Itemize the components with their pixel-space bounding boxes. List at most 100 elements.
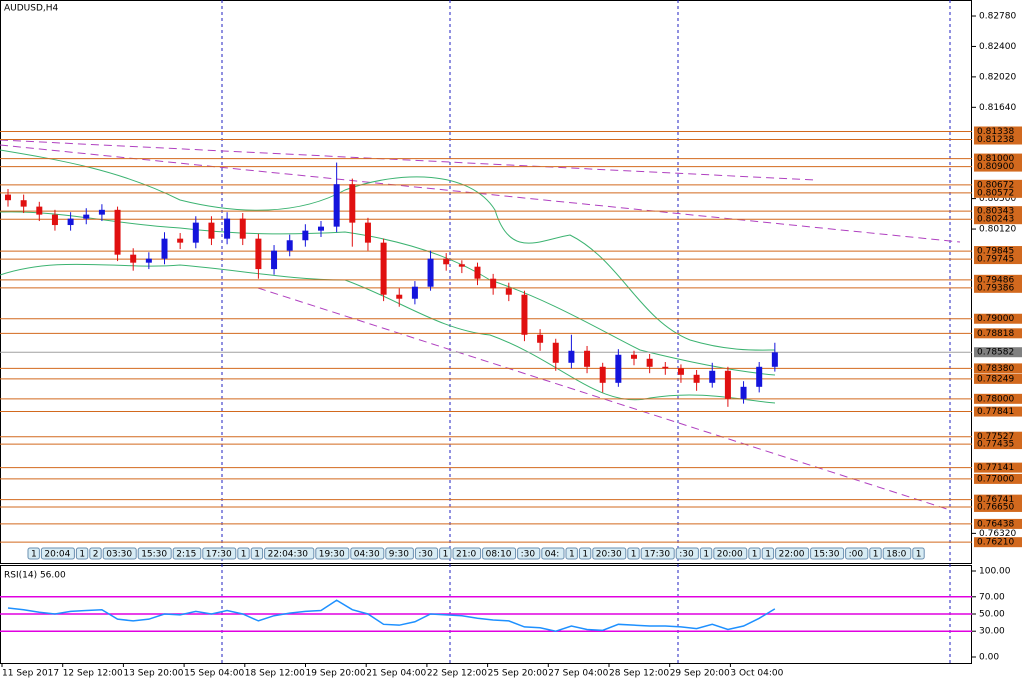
- event-flag: [385, 547, 414, 560]
- event-flag: [578, 547, 592, 560]
- event-flag-label: :30: [418, 550, 433, 560]
- x-tick-label: 13 Sep 20:00: [123, 669, 183, 679]
- event-flag-label: 22:00: [779, 550, 805, 560]
- candle-body: [130, 254, 137, 263]
- event-flag: [414, 547, 439, 560]
- event-flag-label: 1: [873, 550, 879, 560]
- event-flag: [517, 547, 541, 560]
- event-flag: [699, 547, 713, 560]
- level-label: 0.77141: [977, 463, 1014, 473]
- trend-line: [257, 287, 951, 511]
- rsi-tick-label: 100.00: [979, 567, 1011, 577]
- y-tick-label: 0.81640: [979, 103, 1016, 113]
- level-tag: [974, 494, 1022, 505]
- level-label: 0.77000: [977, 474, 1014, 484]
- candle-body: [67, 218, 74, 226]
- price-panel: [0, 0, 972, 564]
- level-label: 0.78818: [977, 329, 1014, 339]
- candle-body: [646, 358, 653, 367]
- candle-body: [271, 250, 278, 270]
- level-tag: [974, 439, 1022, 450]
- event-flag-label: 17:30: [644, 550, 670, 560]
- candle-body: [349, 184, 356, 223]
- event-flag-label: 04:30: [354, 550, 380, 560]
- candle-body: [396, 294, 403, 299]
- level-tag: [974, 313, 1022, 324]
- event-flag-label: 20:00: [717, 550, 743, 560]
- y-tick-label: 0.76320: [979, 529, 1016, 539]
- event-flag: [237, 547, 250, 560]
- candle-body: [286, 240, 293, 251]
- event-flag: [439, 547, 452, 560]
- candle-body: [599, 366, 606, 383]
- level-label: 0.80900: [977, 162, 1014, 172]
- level-tag: [974, 431, 1022, 442]
- level-tag: [974, 363, 1022, 374]
- event-flag: [869, 547, 882, 560]
- event-flag-label: 1: [916, 550, 922, 560]
- level-tag: [974, 214, 1022, 225]
- last-price-tag: [974, 347, 1022, 358]
- event-flag-label: 20:04: [44, 550, 70, 560]
- event-flag: [264, 547, 315, 560]
- level-tag: [974, 282, 1022, 293]
- event-flag-label: :30: [679, 550, 694, 560]
- event-flag-label: 15:30: [141, 550, 167, 560]
- candle-body: [771, 352, 778, 367]
- level-tag: [974, 393, 1022, 404]
- candle-body: [427, 258, 434, 287]
- event-flag-label: 18:0: [886, 550, 906, 560]
- x-tick-label: 3 Oct 04:00: [730, 669, 783, 679]
- candle-body: [364, 222, 371, 243]
- candle-body: [51, 214, 58, 226]
- event-flag-label: 19:30: [319, 550, 345, 560]
- level-label: 0.77527: [977, 432, 1014, 442]
- candle-body: [537, 334, 544, 343]
- event-flag-label: 2:15: [176, 550, 196, 560]
- candle-body: [411, 286, 418, 299]
- event-flag: [640, 547, 675, 560]
- candle-body: [114, 209, 121, 255]
- event-flag-label: 1: [443, 550, 449, 560]
- candle-body: [161, 238, 168, 259]
- level-tag: [974, 179, 1022, 190]
- candle-body: [255, 238, 262, 270]
- candle-body: [177, 238, 184, 243]
- candle-body: [521, 294, 528, 335]
- level-tag: [974, 518, 1022, 529]
- chart-title: AUDUSD,H4: [4, 4, 59, 14]
- candle-body: [239, 218, 246, 239]
- level-label: 0.80243: [977, 215, 1014, 225]
- event-flag: [713, 547, 748, 560]
- candle-body: [192, 222, 199, 243]
- level-label: 0.79000: [977, 314, 1014, 324]
- candle-body: [740, 386, 747, 399]
- level-tag: [974, 153, 1022, 164]
- event-flag: [592, 547, 627, 560]
- candle-body: [631, 354, 637, 359]
- rsi-line: [7, 599, 776, 632]
- event-flag: [775, 547, 810, 560]
- level-tag: [974, 406, 1022, 417]
- level-tag: [974, 274, 1022, 285]
- event-flag-label: 20:30: [596, 550, 622, 560]
- level-label: 0.79486: [977, 275, 1014, 285]
- event-flag-label: 15:30: [814, 550, 840, 560]
- level-tag: [974, 254, 1022, 265]
- event-flag: [315, 547, 350, 560]
- level-tag: [974, 134, 1022, 145]
- level-tag: [974, 206, 1022, 217]
- level-tag: [974, 373, 1022, 384]
- event-flag: [675, 547, 699, 560]
- rsi-tick-label: 70.00: [979, 592, 1005, 602]
- event-flag: [75, 547, 89, 560]
- level-label: 0.77841: [977, 407, 1014, 417]
- event-flag-label: 17:30: [206, 550, 232, 560]
- level-tag: [974, 501, 1022, 512]
- event-flag-label: 2: [93, 550, 99, 560]
- event-flag: [912, 547, 925, 560]
- level-label: 0.78000: [977, 394, 1014, 404]
- y-tick-label: 0.80120: [979, 225, 1016, 235]
- level-tag: [974, 462, 1022, 473]
- event-flag: [172, 547, 202, 560]
